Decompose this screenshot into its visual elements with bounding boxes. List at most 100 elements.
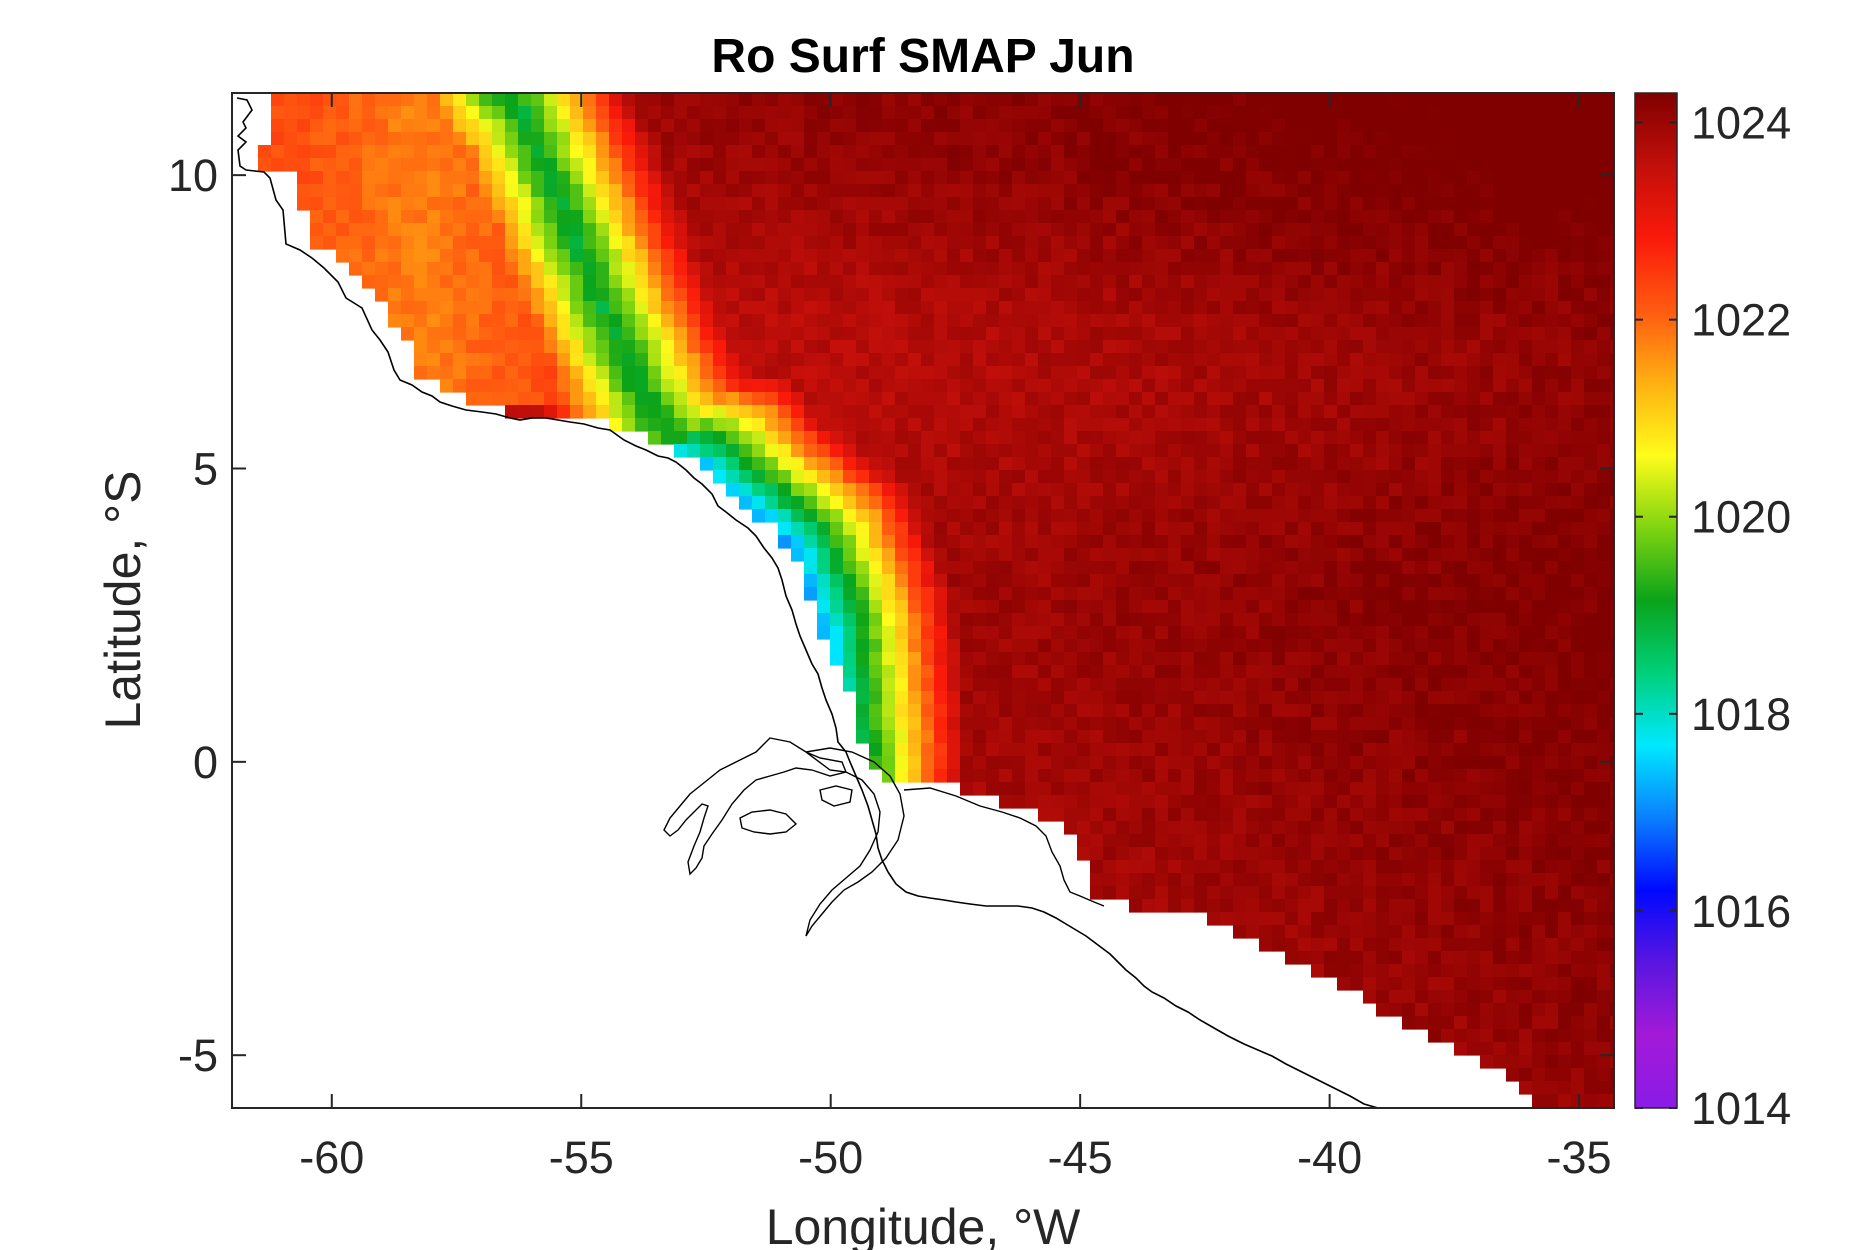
field-cell xyxy=(1402,600,1416,614)
field-cell xyxy=(752,106,766,120)
field-cell xyxy=(1220,353,1234,367)
field-cell xyxy=(739,379,753,393)
field-cell xyxy=(1389,366,1403,380)
field-cell xyxy=(505,379,519,393)
field-cell xyxy=(869,197,883,211)
field-cell xyxy=(1324,704,1338,718)
field-cell xyxy=(440,236,454,250)
field-cell xyxy=(960,639,974,653)
field-cell xyxy=(1207,886,1221,900)
field-cell xyxy=(1168,587,1182,601)
field-cell xyxy=(1168,821,1182,835)
field-cell xyxy=(1285,912,1299,926)
field-cell xyxy=(1545,938,1559,952)
field-cell xyxy=(1220,496,1234,510)
field-cell xyxy=(843,262,857,276)
field-cell xyxy=(1311,821,1325,835)
field-cell xyxy=(1233,158,1247,172)
field-cell xyxy=(1272,340,1286,354)
field-cell xyxy=(1402,951,1416,965)
field-cell xyxy=(1259,106,1273,120)
field-cell xyxy=(947,743,961,757)
field-cell xyxy=(1441,574,1455,588)
field-cell xyxy=(492,366,506,380)
field-cell xyxy=(674,405,688,419)
field-cell xyxy=(921,184,935,198)
field-cell xyxy=(1103,509,1117,523)
field-cell xyxy=(1025,132,1039,146)
field-cell xyxy=(947,158,961,172)
field-cell xyxy=(921,223,935,237)
field-cell xyxy=(1402,431,1416,445)
field-cell xyxy=(1168,327,1182,341)
field-cell xyxy=(1246,730,1260,744)
field-cell xyxy=(1298,405,1312,419)
field-cell xyxy=(1051,223,1065,237)
field-cell xyxy=(1402,860,1416,874)
field-cell xyxy=(986,236,1000,250)
field-cell xyxy=(1259,587,1273,601)
field-cell xyxy=(934,379,948,393)
field-cell xyxy=(1597,509,1611,523)
field-cell xyxy=(1077,93,1091,107)
field-cell xyxy=(1545,899,1559,913)
field-cell xyxy=(947,678,961,692)
field-cell xyxy=(1376,210,1390,224)
field-cell xyxy=(1220,561,1234,575)
field-cell xyxy=(1441,392,1455,406)
field-cell xyxy=(1415,444,1429,458)
field-cell xyxy=(1129,730,1143,744)
field-cell xyxy=(1467,496,1481,510)
field-cell xyxy=(1519,314,1533,328)
field-cell xyxy=(1493,977,1507,991)
field-cell xyxy=(674,444,688,458)
field-cell xyxy=(1311,522,1325,536)
field-cell xyxy=(1597,912,1611,926)
field-cell xyxy=(1480,483,1494,497)
field-cell xyxy=(1155,236,1169,250)
field-cell xyxy=(1480,626,1494,640)
field-cell xyxy=(1194,145,1208,159)
field-cell xyxy=(1246,678,1260,692)
field-cell xyxy=(1220,795,1234,809)
field-cell xyxy=(1363,847,1377,861)
field-cell xyxy=(830,262,844,276)
field-cell xyxy=(687,431,701,445)
field-cell xyxy=(869,392,883,406)
field-cell xyxy=(635,184,649,198)
field-cell xyxy=(1545,171,1559,185)
field-cell xyxy=(1376,704,1390,718)
field-cell xyxy=(1324,912,1338,926)
field-cell xyxy=(830,457,844,471)
field-cell xyxy=(1584,483,1598,497)
field-cell xyxy=(830,652,844,666)
field-cell xyxy=(1389,808,1403,822)
field-cell xyxy=(1116,808,1130,822)
field-cell xyxy=(674,288,688,302)
field-cell xyxy=(1064,730,1078,744)
field-cell xyxy=(1597,808,1611,822)
field-cell xyxy=(1233,613,1247,627)
field-cell xyxy=(986,197,1000,211)
field-cell xyxy=(843,405,857,419)
field-cell xyxy=(986,756,1000,770)
field-cell xyxy=(752,353,766,367)
field-cell xyxy=(791,106,805,120)
field-cell xyxy=(1467,353,1481,367)
field-cell xyxy=(1207,509,1221,523)
field-cell xyxy=(1454,639,1468,653)
field-cell xyxy=(1519,782,1533,796)
field-cell xyxy=(1324,301,1338,315)
field-cell xyxy=(1402,249,1416,263)
field-cell xyxy=(1272,561,1286,575)
field-cell xyxy=(674,119,688,133)
field-cell xyxy=(804,509,818,523)
field-cell xyxy=(1584,366,1598,380)
field-cell xyxy=(414,340,428,354)
field-cell xyxy=(531,236,545,250)
field-cell xyxy=(414,106,428,120)
field-cell xyxy=(999,613,1013,627)
field-cell xyxy=(947,769,961,783)
field-cell xyxy=(596,314,610,328)
field-cell xyxy=(830,106,844,120)
